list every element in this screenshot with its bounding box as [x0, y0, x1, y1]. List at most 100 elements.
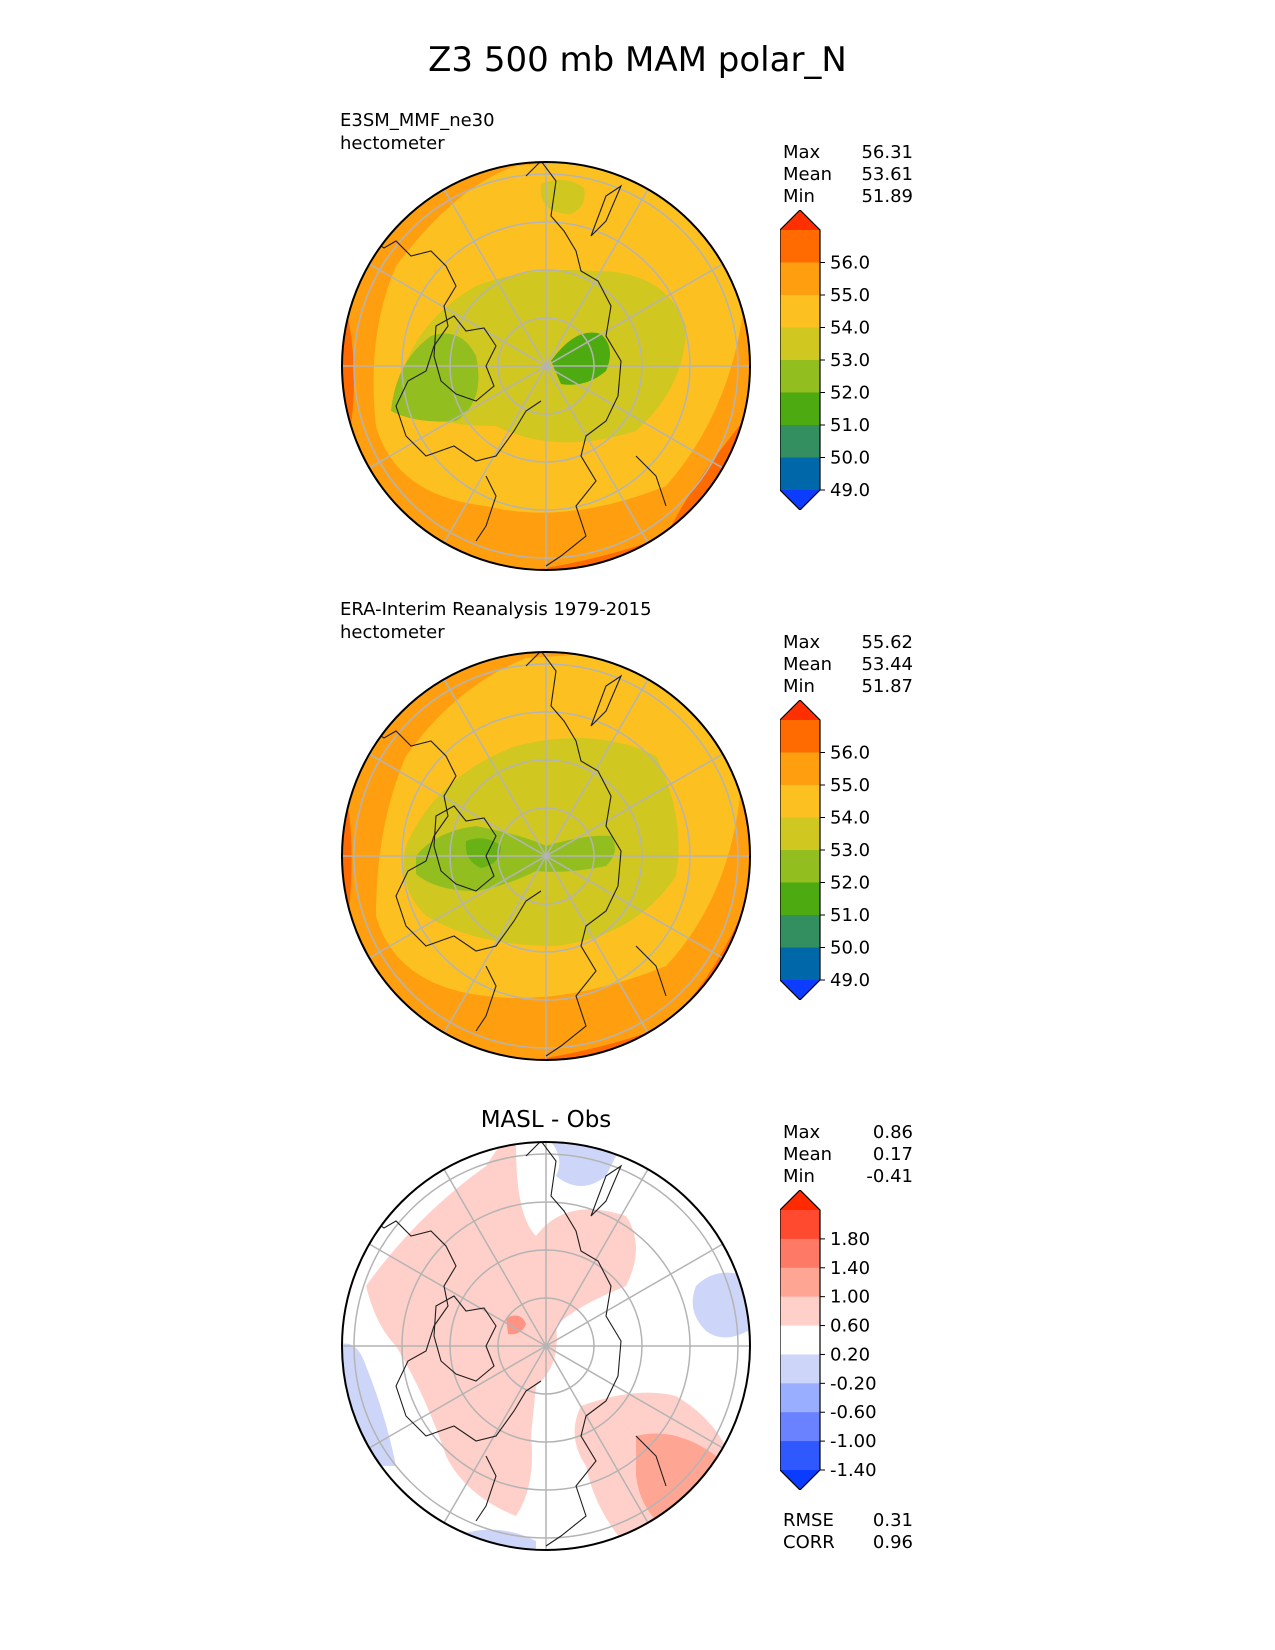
panel-3-field-neg-e: [692, 1272, 750, 1338]
panel-1-field-50: [551, 332, 610, 385]
panel-2-mean-value: 53.44: [861, 654, 913, 675]
panel-1-colorbar-level-7: [780, 457, 820, 491]
panel-2-colorbar-tick-label-3: 53.0: [830, 840, 870, 861]
panel-2-colorbar-tick-label-4: 52.0: [830, 873, 870, 894]
panel-1-boundary: [341, 161, 751, 571]
panel-1-min-value: 51.89: [861, 186, 913, 207]
panel-2-min-value: 51.87: [861, 676, 913, 697]
panel-3-colorbar-level-7: [780, 1412, 820, 1442]
panel-3-boundary: [341, 1141, 751, 1551]
panel-2-coastlines: [365, 652, 667, 1057]
panel-3-colorbar-fill: [780, 1190, 821, 1490]
panel-1-colorbar-tick-label-1: 55.0: [830, 285, 870, 306]
panel-2-colorbar-level-7: [780, 947, 820, 981]
panel-3-colorbar-extend-min: [780, 1470, 820, 1490]
panel-1-colorbar-level-3: [780, 327, 820, 361]
panel-1-colorbar-extend-min: [780, 490, 820, 510]
panel-3-map: [341, 1141, 751, 1551]
panel-2-colorbar-level-2: [780, 785, 820, 818]
panel-2-colorbar-level-4: [780, 850, 820, 883]
panel-3-colorbar-tick-label-0: 1.80: [830, 1229, 870, 1250]
panel-3-colorbar-tick-label-3: 0.60: [830, 1316, 870, 1337]
panel-3-colorbar-level-8: [780, 1441, 820, 1471]
panel-1-colorbar: 56.055.054.053.052.051.050.049.048.0: [780, 210, 870, 510]
panel-3-colorbar-ticks: 1.80 1.40 1.00 0.60 0.20 -0.20 -0.60 -1.00 -1.40…: [820, 1229, 877, 1490]
panel-3-max-value: 0.86: [872, 1122, 913, 1143]
panel-1-colorbar-tick-label-7: 49.0: [830, 480, 870, 501]
panel-3-colorbar-level-0: [780, 1210, 820, 1240]
panel-3-rmse-value: 0.31: [872, 1510, 913, 1531]
panel-3-corr-label: CORR: [783, 1532, 835, 1553]
panel-3-colorbar-tick-label-9: -1.80: [830, 1489, 877, 1490]
panel-1-colorbar-level-5: [780, 392, 820, 426]
panel-2-mean-label: Mean: [783, 654, 833, 675]
panel-2-field-51: [416, 826, 615, 891]
panel-2-colorbar-tick-label-6: 50.0: [830, 938, 870, 959]
panel-3-colorbar-extend-max: [780, 1190, 820, 1210]
panel-2-colorbar-tick-label-7: 49.0: [830, 970, 870, 991]
panel-2-units: hectometer: [340, 622, 445, 643]
panel-1-colorbar-tick-label-5: 51.0: [830, 415, 870, 436]
panel-2-colorbar-tick-label-5: 51.0: [830, 905, 870, 926]
panel-2-min-label: Min: [783, 676, 815, 697]
panel-3-mean-value: 0.17: [872, 1144, 913, 1165]
panel-2-colorbar-tick-label-1: 55.0: [830, 775, 870, 796]
panel-3-colorbar-level-3: [780, 1296, 820, 1327]
panel-3-colorbar: 1.80 1.40 1.00 0.60 0.20 -0.20 -0.60 -1.00 -1.40…: [780, 1190, 877, 1490]
panel-3-min-value: -0.41: [866, 1166, 913, 1187]
panel-2-colorbar: 56.055.054.053.052.051.050.049.048.0: [780, 700, 870, 1000]
panel-3-colorbar-tick-label-7: -1.00: [830, 1431, 877, 1452]
panel-2-colorbar-extend-max: [780, 700, 820, 720]
panel-3-colorbar-level-5: [780, 1354, 820, 1384]
panel-1-title: E3SM_MMF_ne30: [340, 110, 495, 131]
panel-1-mean-label: Mean: [783, 164, 833, 185]
panel-1-stats: Max 56.31 Mean 53.61 Min 51.89: [783, 142, 913, 208]
panel-3-colorbar-level-6: [780, 1383, 820, 1413]
panel-1-units: hectometer: [340, 133, 445, 154]
panel-3-stats: Max 0.86 Mean 0.17 Min -0.41: [783, 1122, 913, 1188]
panel-3-metrics: RMSE 0.31 CORR 0.96: [783, 1510, 913, 1554]
panel-3-title: MASL - Obs: [480, 1107, 612, 1133]
panel-3-min-label: Min: [783, 1166, 815, 1187]
panel-1-colorbar-tick-label-6: 50.0: [830, 448, 870, 469]
panel-2-labels: ERA-Interim Reanalysis 1979-2015 hectome…: [340, 598, 652, 644]
panel-1-colorbar-level-0: [780, 230, 820, 263]
panel-1-max-value: 56.31: [861, 142, 913, 163]
panel-1-colorbar-extend-max: [780, 210, 820, 230]
panel-2-colorbar-fill: [780, 700, 821, 1000]
panel-1-min-label: Min: [783, 186, 815, 207]
panel-3-colorbar-tick-label-8: -1.40: [830, 1460, 877, 1481]
panel-3-colorbar-level-1: [780, 1238, 820, 1269]
panel-2-colorbar-level-3: [780, 817, 820, 851]
panel-1-colorbar-tick-label-0: 56.0: [830, 253, 870, 274]
panel-2-max-label: Max: [783, 632, 821, 653]
panel-1-colorbar-level-4: [780, 360, 820, 393]
panel-1-field-52-north: [541, 179, 585, 214]
panel-1-mean-value: 53.61: [861, 164, 913, 185]
panel-3-colorbar-level-2: [780, 1267, 820, 1298]
panel-2-colorbar-extend-min: [780, 980, 820, 1000]
panel-1-colorbar-fill: [780, 210, 821, 510]
panel-2-field-52: [403, 738, 679, 946]
panel-2-colorbar-ticks: 56.055.054.053.052.051.050.049.048.0: [820, 743, 870, 991]
panel-2-max-value: 55.62: [861, 632, 913, 653]
panel-2-graticule: [342, 652, 750, 1060]
panel-2-stats: Max 55.62 Mean 53.44 Min 51.87: [783, 632, 913, 698]
panel-2-colorbar-level-1: [780, 752, 820, 786]
panel-3-max-label: Max: [783, 1122, 821, 1143]
figure-title: Z3 500 mb MAM polar_N: [428, 40, 847, 80]
panel-3-mean-label: Mean: [783, 1144, 833, 1165]
panel-2-title: ERA-Interim Reanalysis 1979-2015: [340, 599, 652, 620]
panel-2-field-55-w: [342, 756, 352, 936]
panel-3-colorbar-tick-label-6: -0.60: [830, 1402, 877, 1423]
panel-3-colorbar-tick-label-4: 0.20: [830, 1344, 870, 1365]
panel-1-coastlines: [365, 162, 667, 567]
panel-1-max-label: Max: [783, 142, 821, 163]
panel-3-colorbar-tick-label-1: 1.40: [830, 1258, 870, 1279]
panel-2-colorbar-level-6: [780, 915, 820, 948]
panel-2-map: [341, 651, 751, 1061]
panel-1-colorbar-tick-label-3: 53.0: [830, 350, 870, 371]
panel-3-rmse-label: RMSE: [783, 1510, 834, 1531]
panel-2-colorbar-level-0: [780, 720, 820, 753]
panel-2-field-51-core: [465, 838, 501, 868]
